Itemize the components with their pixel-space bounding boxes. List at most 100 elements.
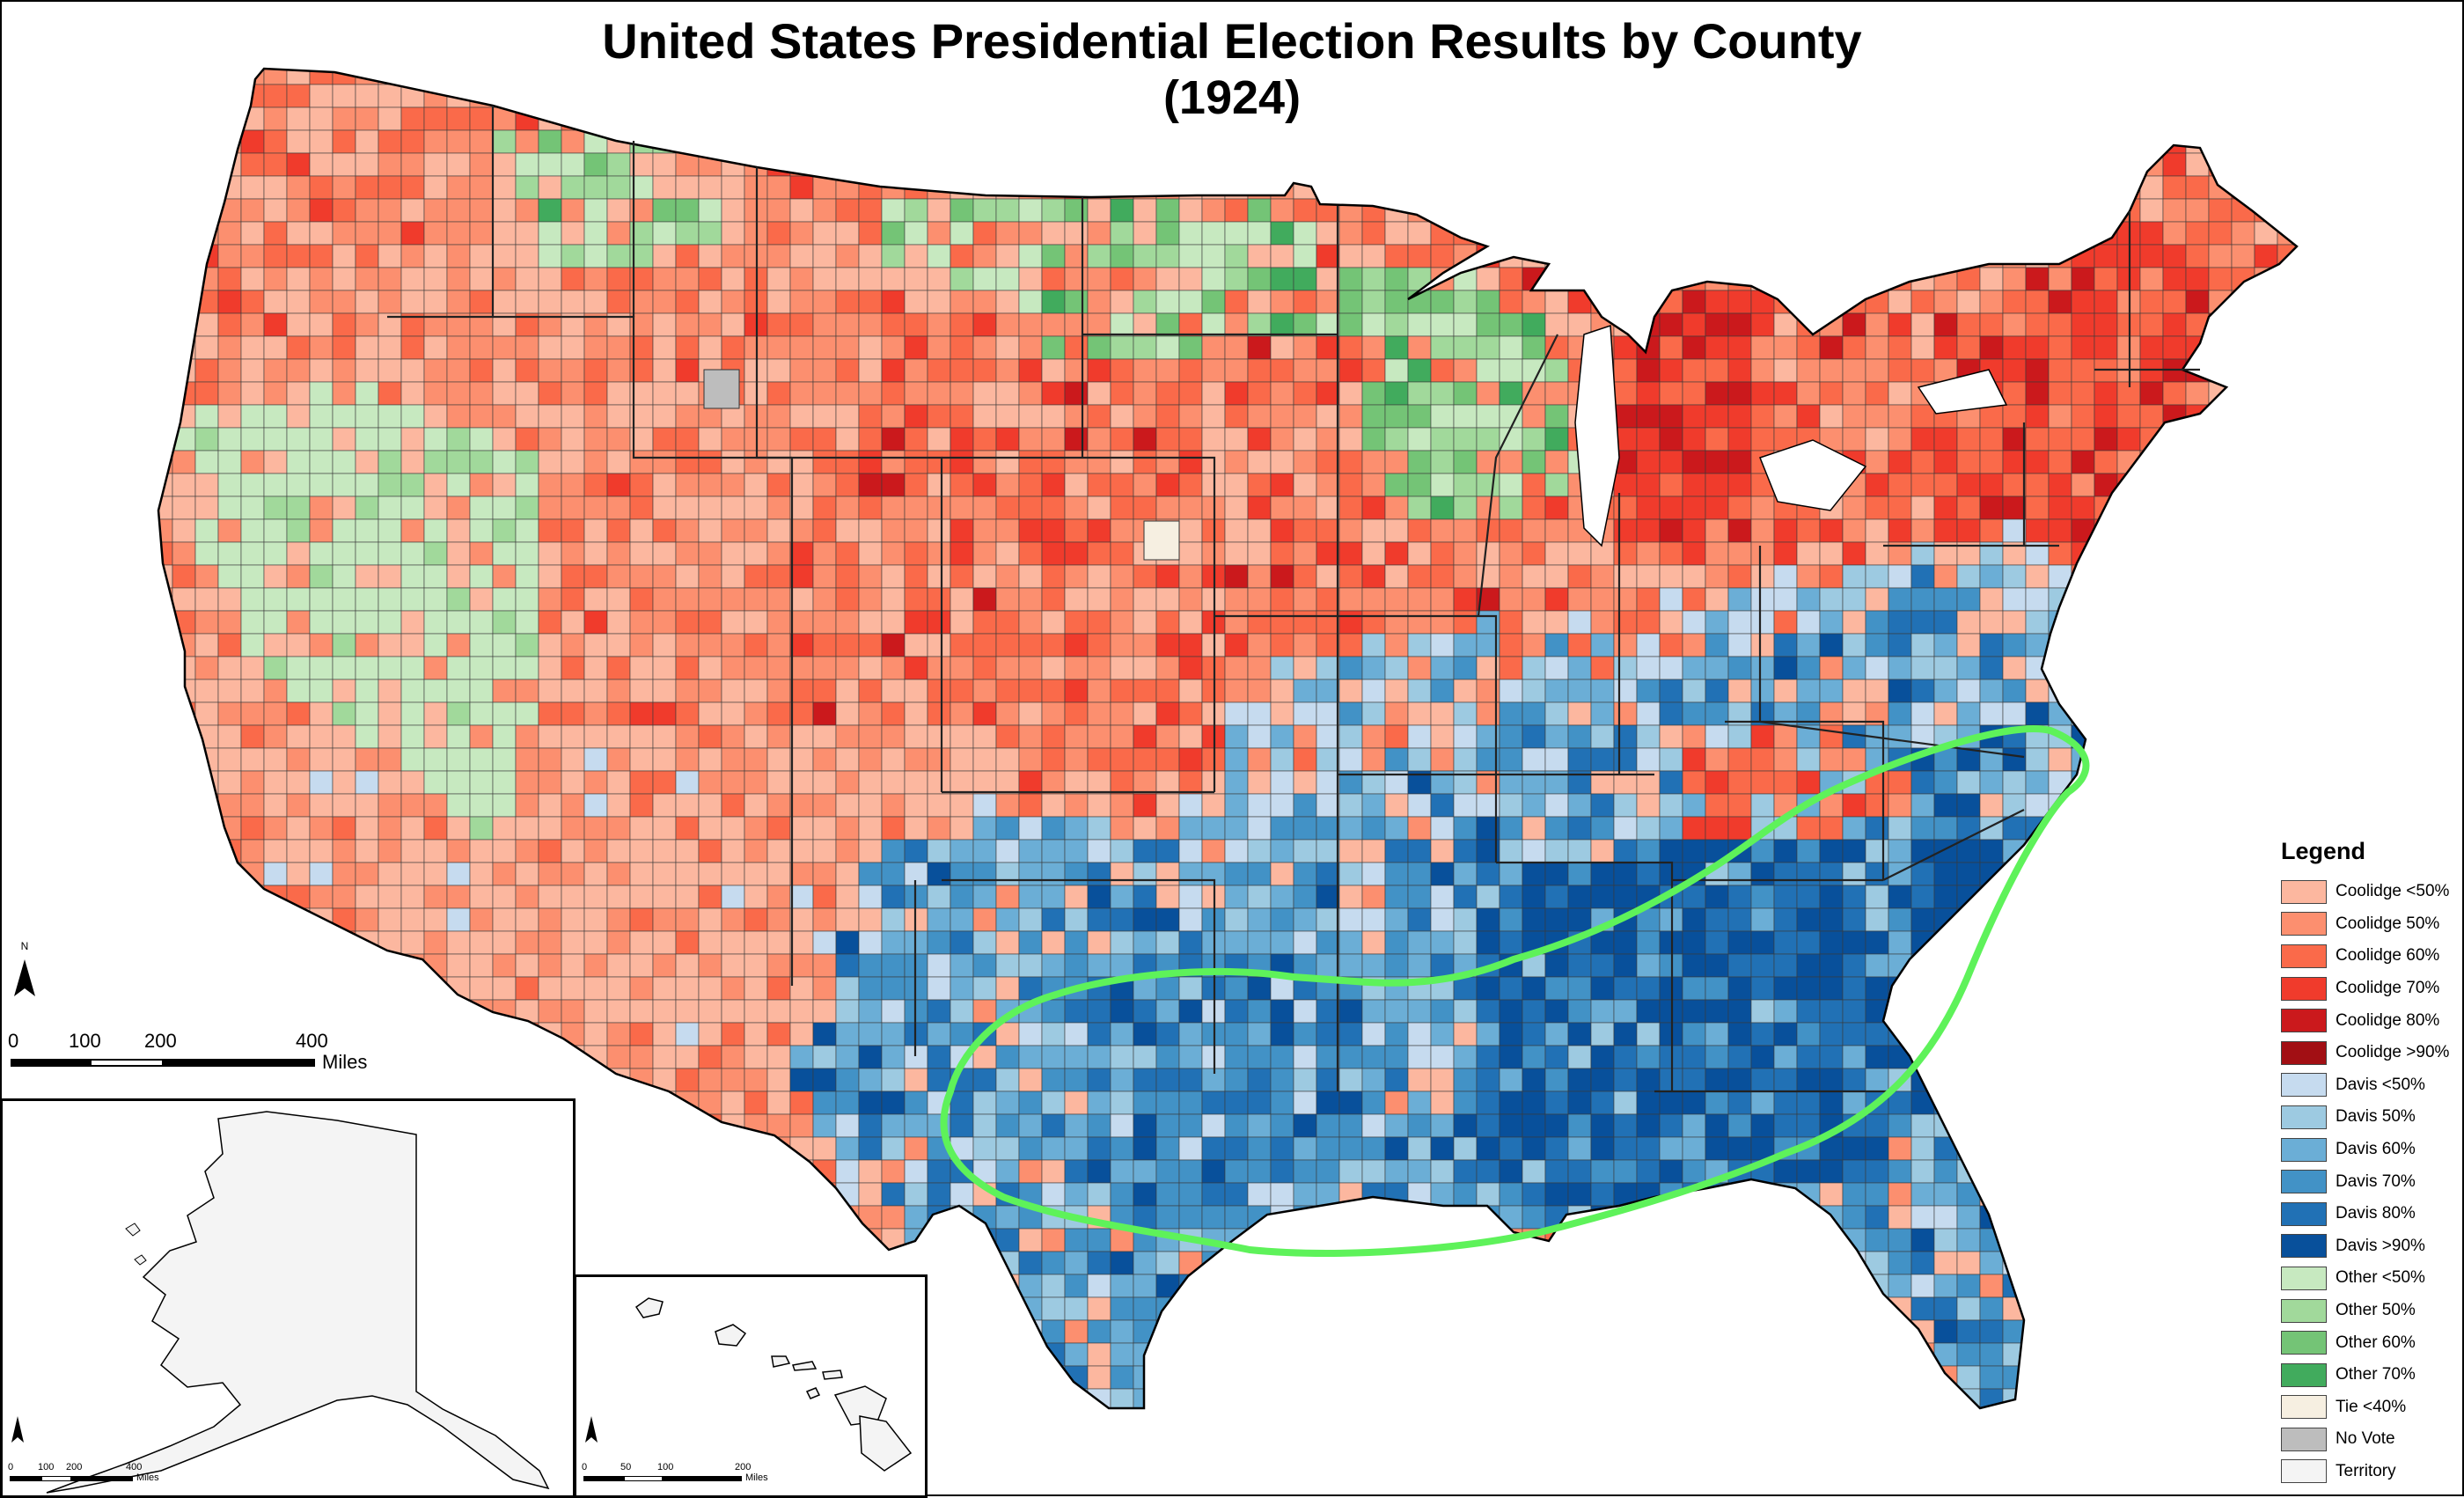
county-cell — [2094, 816, 2118, 841]
county-cell — [2116, 839, 2141, 863]
county-cell — [1110, 1045, 1134, 1069]
county-cell — [1453, 679, 1478, 703]
county-cell — [1979, 953, 2004, 978]
county-cell — [950, 518, 974, 543]
county-cell — [1224, 1068, 1249, 1092]
county-cell — [2071, 175, 2095, 200]
county-cell — [652, 335, 677, 360]
county-cell — [1018, 518, 1043, 543]
county-cell — [172, 930, 196, 955]
county-cell — [172, 358, 196, 383]
county-cell — [446, 633, 471, 657]
county-cell — [2231, 244, 2255, 268]
county-cell — [1590, 999, 1615, 1024]
county-cell — [515, 953, 539, 978]
county-cell — [675, 541, 700, 566]
county-cell — [1590, 1113, 1615, 1138]
county-cell — [172, 816, 196, 841]
county-cell — [1293, 907, 1317, 932]
county-cell — [1682, 907, 1706, 932]
county-cell — [721, 198, 745, 223]
county-cell — [1773, 1090, 1798, 1115]
county-cell — [469, 290, 494, 314]
county-cell — [1956, 496, 1981, 520]
county-cell — [652, 221, 677, 246]
county-cell — [172, 404, 196, 429]
county-cell — [2231, 1228, 2255, 1252]
county-cell — [1155, 473, 1180, 497]
county-cell — [538, 656, 562, 680]
county-cell — [263, 152, 288, 177]
county-cell — [1064, 473, 1089, 497]
county-cell — [1567, 1251, 1592, 1275]
county-cell — [972, 541, 997, 566]
county-cell — [1910, 244, 1935, 268]
county-cell — [1613, 862, 1638, 886]
county-cell — [789, 244, 814, 268]
county-cell — [1979, 656, 2004, 680]
county-cell — [2071, 1068, 2095, 1092]
county-cell — [1705, 404, 1729, 429]
county-cell — [1819, 656, 1844, 680]
county-cell — [2094, 1251, 2118, 1275]
county-cell — [766, 496, 791, 520]
county-cell — [1087, 473, 1111, 497]
county-cell — [1064, 793, 1089, 818]
county-cell — [1087, 358, 1111, 383]
county-cell — [1819, 1182, 1844, 1207]
county-cell — [1430, 1251, 1455, 1275]
county-cell — [2048, 84, 2072, 108]
county-cell — [1476, 427, 1500, 452]
county-cell — [927, 312, 951, 337]
county-cell — [446, 610, 471, 635]
county-cell — [1636, 862, 1661, 886]
county-cell — [1865, 69, 1889, 85]
county-cell — [583, 1159, 608, 1184]
county-cell — [972, 930, 997, 955]
county-cell — [400, 496, 425, 520]
county-cell — [1224, 69, 1249, 85]
county-cell — [1636, 244, 1661, 268]
county-cell — [972, 152, 997, 177]
county-cell — [286, 106, 311, 131]
county-cell — [1407, 358, 1432, 383]
county-cell — [950, 198, 974, 223]
county-cell — [446, 999, 471, 1024]
county-cell — [2208, 1228, 2233, 1252]
county-cell — [1178, 267, 1203, 291]
county-cell — [606, 656, 631, 680]
county-cell — [1270, 1159, 1294, 1184]
county-cell — [812, 701, 837, 726]
county-cell — [332, 907, 356, 932]
county-cell — [2025, 976, 2050, 1001]
county-cell — [538, 770, 562, 795]
county-cell — [240, 701, 265, 726]
county-cell — [927, 587, 951, 612]
county-cell — [583, 1022, 608, 1046]
county-cell — [2002, 1159, 2027, 1184]
county-cell — [1819, 679, 1844, 703]
county-cell — [1361, 152, 1386, 177]
county-cell — [1659, 129, 1683, 154]
county-cell — [1567, 610, 1592, 635]
county-cell — [355, 747, 379, 772]
county-cell — [2025, 1182, 2050, 1207]
county-cell — [561, 816, 585, 841]
county-cell — [332, 839, 356, 863]
county-cell — [1567, 1136, 1592, 1161]
county-cell — [698, 816, 722, 841]
county-cell — [1544, 358, 1569, 383]
county-cell — [1705, 564, 1729, 589]
county-cell — [1956, 518, 1981, 543]
county-cell — [1293, 770, 1317, 795]
county-cell — [606, 69, 631, 85]
county-cell — [698, 427, 722, 452]
county-cell — [1613, 1159, 1638, 1184]
county-cell — [1224, 770, 1249, 795]
county-cell — [1453, 106, 1478, 131]
county-cell — [172, 84, 196, 108]
county-cell — [1544, 1159, 1569, 1184]
county-cell — [927, 839, 951, 863]
county-cell — [2185, 427, 2210, 452]
county-cell — [2185, 175, 2210, 200]
